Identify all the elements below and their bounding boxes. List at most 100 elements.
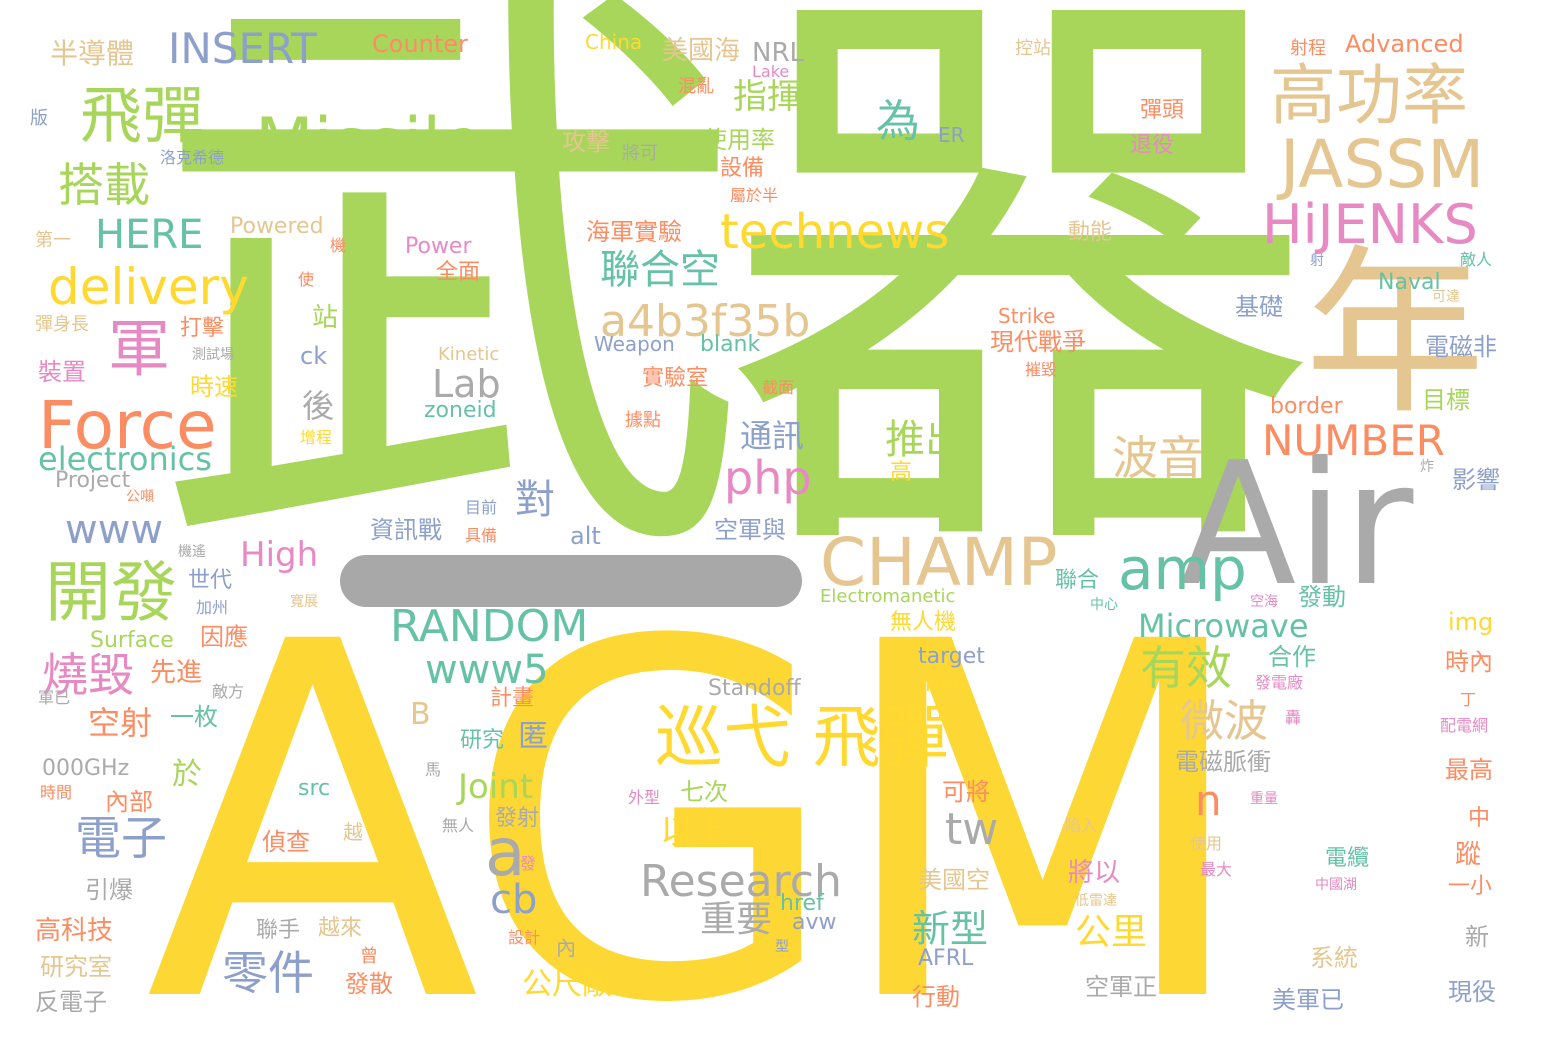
word-dianzi: 電子 (75, 811, 167, 865)
word-junyi: 軍已 (38, 688, 71, 707)
word-fandianzi: 反電子 (35, 988, 107, 1016)
word-xing: 型 (775, 939, 789, 955)
word-kongshe: 空射 (88, 704, 153, 742)
word-electromanetic: Electromanetic (820, 586, 956, 607)
word-xunyi-feidan: 巡弋 飛彈 (655, 699, 949, 778)
word-number: NUMBER (1262, 416, 1445, 465)
word-jiazhou: 加州 (196, 598, 229, 617)
word-jie: 截面 (762, 378, 795, 397)
word-xinxing: 新型 (912, 907, 989, 951)
word-wuqi: 武器 (150, 0, 1320, 629)
word-cecheng: 測試場 (192, 347, 234, 363)
word-yishang: 以上 (660, 812, 728, 852)
word-jassm: JASSM (1280, 126, 1485, 203)
word-shi: 使 (298, 270, 315, 289)
word-lianshou: 聯手 (256, 918, 301, 943)
word-jiangyi: 將以 (1068, 858, 1121, 888)
word-microwave: Microwave (1138, 607, 1309, 645)
word-zhongguohu: 中國湖 (1315, 877, 1357, 893)
word-kuanzhan: 寬展 (290, 594, 318, 610)
word-air: Air (1180, 426, 1414, 624)
word-hunluan: 混亂 (678, 76, 714, 97)
word-meiguohai: 美國海 (662, 36, 741, 66)
word-danshen: 彈身長 (35, 314, 89, 335)
word-fashe: 發射 (495, 806, 540, 831)
word-weibo: 微波 (1180, 696, 1268, 747)
word-strike: Strike (998, 304, 1056, 328)
word-lianhe: 聯合 (1055, 568, 1100, 593)
word-shisu: 時速 (190, 373, 238, 401)
word-dianmai: 電磁脈衝 (1175, 748, 1271, 776)
word-tuichu: 推出 (885, 417, 965, 463)
word-gao: 高 (890, 460, 913, 485)
word-diyi: 第一 (35, 230, 71, 251)
word-here: HERE (95, 212, 204, 258)
word-tuiyi: 退役 (1130, 133, 1175, 158)
word-fadong: 發動 (1298, 583, 1346, 611)
word-zhihui: 指揮 (733, 77, 801, 117)
word-jubei: 具備 (465, 526, 498, 545)
word-danto: 彈頭 (1140, 98, 1185, 123)
word-ban: 版 (30, 108, 48, 129)
word-yanjiushi: 研究室 (40, 953, 112, 981)
word-xitong: 系統 (1310, 944, 1358, 972)
word-sheji: 設計 (508, 928, 541, 947)
word-tw: tw (945, 804, 999, 855)
word-electronics: electronics (38, 440, 212, 478)
word-jiangke: 將可 (622, 143, 658, 164)
word-technews: technews (720, 204, 950, 260)
word-wuren: 無人 (442, 816, 475, 835)
word-cuihui: 摧毀 (1025, 360, 1058, 379)
word-quanmian: 全面 (436, 260, 481, 285)
word-er: ER (938, 123, 965, 147)
word-target: target (918, 644, 985, 669)
word-yuelai: 越來 (318, 916, 363, 941)
word-xianjin: 先進 (150, 658, 203, 688)
word-joint: Joint (458, 767, 534, 807)
word-youxiao: 有效 (1140, 641, 1232, 695)
word-difang: 敵方 (212, 682, 245, 701)
word-kongzhan: 控站 (1015, 38, 1051, 59)
word-zhongxin: 中心 (1090, 597, 1118, 613)
word-lab: Lab (432, 362, 501, 406)
word-meijunyi: 美軍已 (1272, 986, 1344, 1014)
word-diren: 敵人 (1460, 250, 1493, 269)
word-href: href (780, 891, 824, 916)
word-yinying: 因應 (200, 623, 248, 651)
word-shinei: 時內 (1445, 648, 1493, 676)
word-kejiang: 可將 (942, 778, 990, 806)
word-luoke: 洛克希德 (160, 148, 225, 167)
word-kongjunzheng: 空軍正 (1085, 973, 1157, 1001)
word-counter: Counter (372, 30, 468, 58)
word-jiyao: 機遙 (178, 544, 206, 560)
word-b: B (410, 697, 431, 732)
word-hong: 轟 (1285, 708, 1302, 727)
word-zhuangzhi: 裝置 (38, 358, 86, 386)
word-wei: 為 (876, 96, 920, 147)
word-cb: cb (490, 877, 538, 923)
word-judian: 據點 (625, 410, 661, 431)
word-standoff: Standoff (708, 676, 801, 701)
word-zhong: 中 (1468, 806, 1491, 831)
word-nrl: NRL (752, 38, 804, 68)
word-gongji: 攻擊 (562, 128, 610, 156)
word-shebei: 設備 (720, 156, 765, 181)
word-dazai: 搭載 (58, 158, 150, 212)
word-dianlan: 電纜 (1325, 846, 1370, 871)
word-xiandai: 現代戰爭 (990, 328, 1086, 356)
word-yue: 越 (343, 820, 363, 844)
word-alt: alt (570, 522, 601, 550)
word-kongjunyu: 空軍與 (714, 516, 786, 544)
word-img: img (1448, 608, 1494, 636)
word-zhongliang: 重量 (1250, 791, 1278, 807)
word-zhui: 蹤 (1455, 840, 1482, 870)
word-jichu: 基礎 (1235, 293, 1283, 321)
word-neibu: 內部 (105, 788, 153, 816)
word-shiyong: 使用 (1190, 834, 1223, 853)
word-lake: Lake (752, 62, 790, 81)
word-shiyonglv: 使用率 (703, 126, 775, 154)
word-ni: 匿 (518, 719, 548, 754)
word-advanced: Advanced (1345, 30, 1464, 58)
word-fasan: 發散 (345, 970, 393, 998)
